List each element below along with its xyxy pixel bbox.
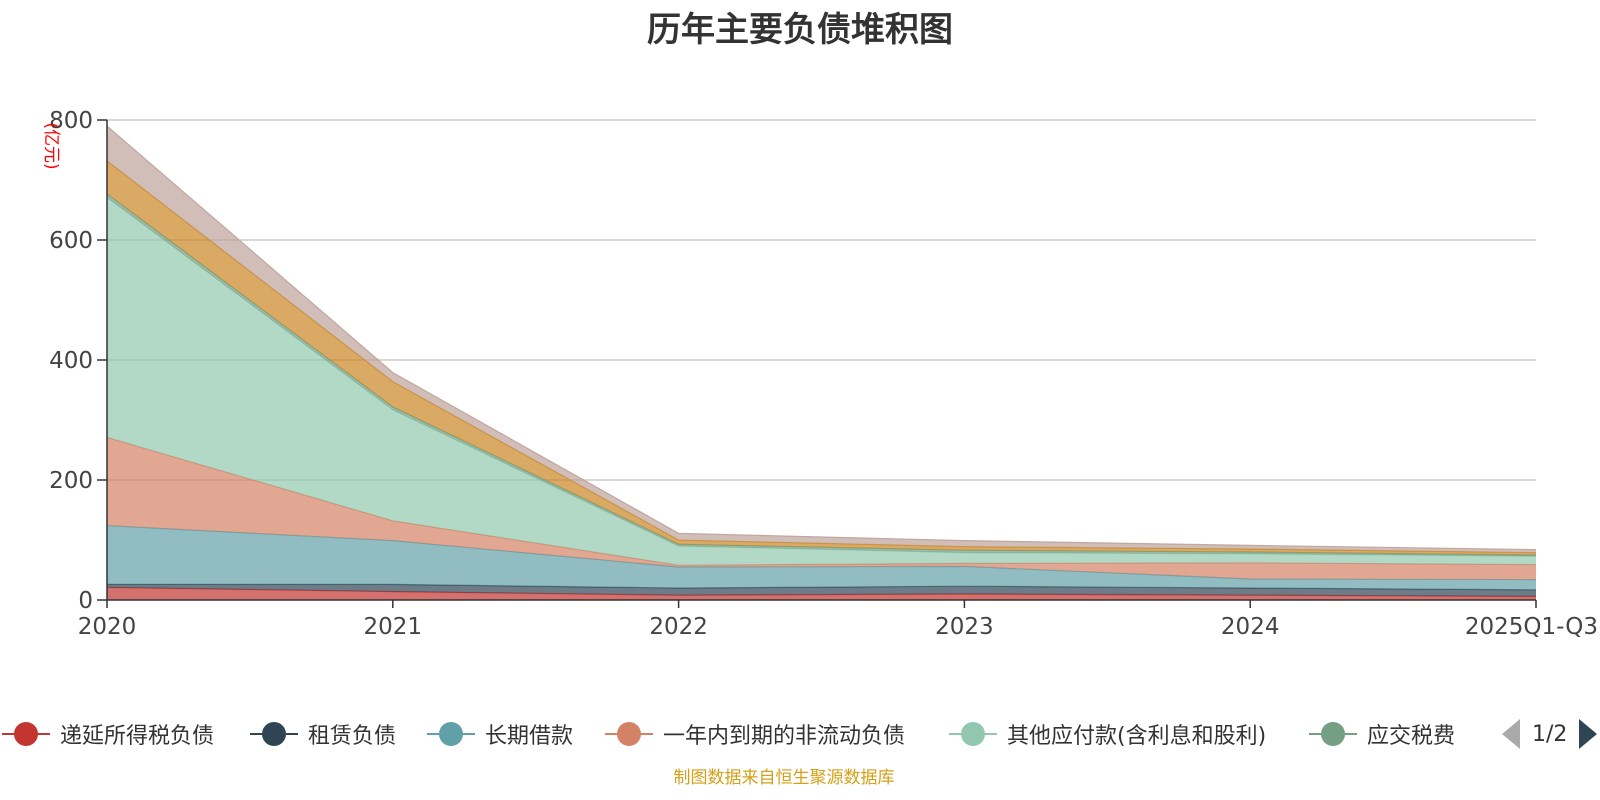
legend-marker-icon (248, 714, 300, 754)
x-tick-label: 2023 (935, 614, 994, 640)
axes: 0 200 400 600 800 2020 2021 2022 2023 2024 2025Q1-… (49, 108, 1598, 640)
x-tick-label: 2021 (364, 614, 423, 640)
x-tick-label: 2022 (649, 614, 708, 640)
legend-item[interactable]: 其他应付款(含利息和股利) (947, 714, 1266, 754)
legend-item[interactable]: 一年内到期的非流动负债 (603, 714, 905, 754)
chart-area: 0 200 400 600 800 2020 2021 2022 2023 2024 2025Q1-… (41, 108, 1598, 640)
legend-page-indicator: 1/2 (1532, 721, 1568, 747)
area-series-3[interactable] (107, 437, 1536, 580)
y-tick-label: 200 (49, 468, 93, 494)
x-tick-label: 2020 (78, 614, 137, 640)
area-series-4[interactable] (107, 197, 1536, 566)
legend-label: 一年内到期的非流动负债 (663, 724, 906, 749)
legend-next-page-icon[interactable] (1579, 719, 1598, 749)
x-tick-label: 2025Q1-Q3 (1465, 614, 1598, 640)
area-series-0[interactable] (107, 587, 1536, 600)
legend-label: 其他应付款(含利息和股利) (1007, 724, 1267, 749)
legend-item[interactable]: 长期借款 (425, 714, 573, 754)
legend-pager: 1/2 (1502, 714, 1598, 754)
legend-item[interactable]: 递延所得税负债 (0, 714, 214, 754)
area-series-line-7 (106, 125, 1537, 551)
legend-label: 长期借款 (485, 724, 574, 749)
x-tick-label: 2024 (1221, 614, 1280, 640)
legend-item[interactable]: 租赁负债 (248, 714, 396, 754)
data-source-footer: 制图数据来自恒生聚源数据库 (673, 768, 895, 788)
chart-title: 历年主要负债堆积图 (647, 10, 953, 50)
y-axis-unit-label: (亿元) (41, 122, 61, 169)
y-tick-label: 600 (49, 228, 93, 254)
legend-prev-page-icon[interactable] (1502, 719, 1520, 749)
legend-label: 应交税费 (1367, 724, 1456, 749)
legend-marker-icon (425, 714, 477, 754)
legend-label: 租赁负债 (308, 724, 397, 749)
y-tick-label: 0 (78, 588, 93, 614)
stacked-areas (106, 125, 1537, 600)
legend: 递延所得税负债 租赁负债 长期借款 一年内到期的非流动负债 其他应付款(含利息和股利) 应… (0, 714, 1600, 754)
legend-marker-icon (947, 714, 999, 754)
area-series-1[interactable] (107, 584, 1536, 597)
y-tick-label: 800 (49, 108, 93, 134)
legend-item[interactable]: 应交税费 (1307, 714, 1455, 754)
legend-marker-icon (1307, 714, 1359, 754)
area-series-2[interactable] (107, 525, 1536, 590)
y-tick-label: 400 (49, 348, 93, 374)
legend-marker-icon (0, 714, 52, 754)
legend-label: 递延所得税负债 (60, 724, 215, 749)
legend-marker-icon (603, 714, 655, 754)
